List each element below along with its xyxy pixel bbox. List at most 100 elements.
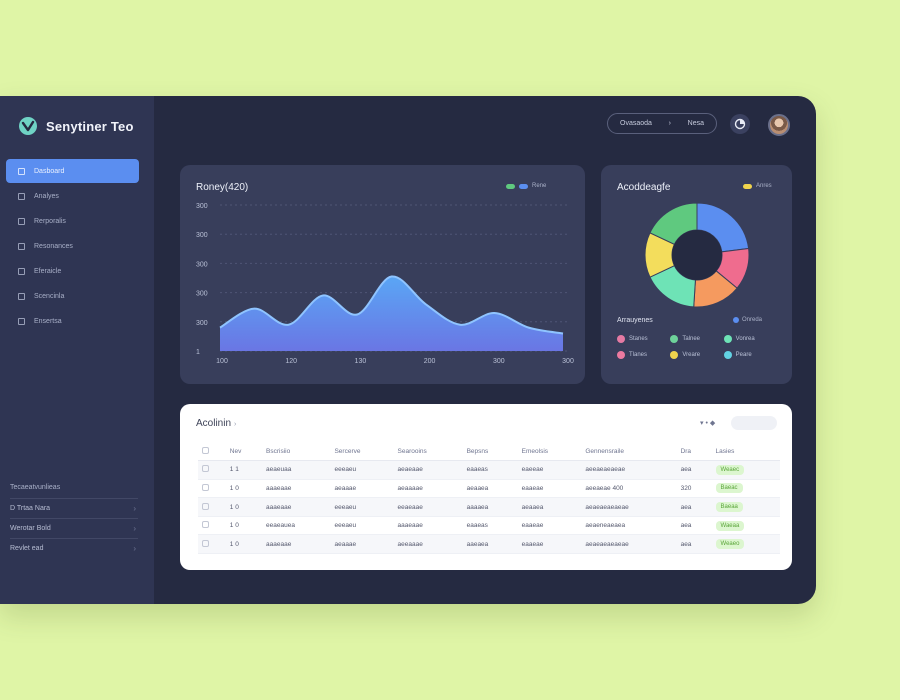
notifications-button[interactable] [730, 114, 750, 134]
table-cell: aaeaea [462, 534, 518, 555]
sidebar-item-dashboard[interactable]: Dasboard [6, 159, 139, 183]
table-cell: Baeaa [711, 497, 780, 517]
checkbox[interactable] [202, 483, 209, 491]
segment-item: Talnee [670, 335, 723, 343]
sidebar-item-label: Analyes [34, 192, 59, 200]
segment-item: Vreare [670, 351, 723, 359]
segment-dot [617, 351, 625, 359]
table-cell: aeeaeaeaeae [581, 460, 677, 480]
area-series-fill [220, 276, 563, 351]
segment-dot [723, 351, 732, 359]
sidebar-footer: Tecaeatvunlieas D Trtaa Nara › Werotar B… [10, 484, 138, 558]
table-row[interactable]: 1 0 aaaeaae aeaaae aeaaaae aeaaea eaaeae aeeae… [198, 479, 780, 499]
table-search-input[interactable] [731, 416, 777, 430]
segment-item: Peare [723, 351, 777, 359]
row-select-cell[interactable] [198, 460, 226, 480]
x-tick-label: 200 [424, 358, 436, 365]
checkbox[interactable] [202, 521, 209, 529]
sidebar-item-documents[interactable]: Ensertsa [6, 309, 139, 333]
table-row[interactable]: 1 0 eeaeauea eeeaeu aaaeaae eaaeas eaaeae aeae… [198, 516, 780, 536]
table-cell: 1 0 [225, 479, 263, 499]
sidebar-footer-label: D Trtaa Nara [10, 505, 51, 512]
table-cell: aaaaea [462, 497, 518, 517]
donut-legend: Anres [743, 183, 772, 189]
sidebar-footer-item[interactable]: Revlet ead › [10, 538, 138, 558]
table-cell: aea [676, 534, 712, 555]
segments-title: Arrauyenes [617, 317, 653, 324]
segments-legend: Stanes Talnee Vonrea Tlanes Vreare Peare [617, 335, 777, 359]
view-switcher[interactable]: Ovasaoda › Nesa [607, 113, 717, 134]
segment-label: Vonrea [735, 336, 755, 342]
table-row[interactable]: 1 0 aaaeaae eeeaeu eeaeaae aaaaea aeaaea aeaea… [198, 497, 780, 517]
segment-label: Stanes [629, 336, 648, 342]
table-cell: 1 0 [225, 534, 263, 555]
table-cell: eaeeae [517, 460, 582, 480]
table-cell: aea [676, 460, 712, 480]
table-cell: aeaaea [462, 479, 518, 499]
checkbox[interactable] [202, 465, 209, 473]
table-cell: 320 [676, 479, 712, 499]
table-title: Acolinin › [196, 418, 236, 429]
chart-title: Roney(420) [196, 182, 249, 193]
table-cell: Waeaa [711, 516, 780, 536]
sidebar-footer-item[interactable]: D Trtaa Nara › [10, 498, 138, 518]
sidebar-item-calendar[interactable]: Eferaicle [6, 259, 139, 283]
table-cell: aea [676, 516, 712, 536]
column-header: Nev [225, 442, 263, 462]
table-cell: aea [676, 497, 712, 517]
segment-dot [617, 335, 625, 343]
status-badge: Weaeo [715, 539, 745, 550]
row-select-cell[interactable] [198, 479, 226, 499]
column-header: Bepsns [462, 442, 518, 462]
table-cell: Baeac [711, 479, 780, 499]
x-tick-label: 300 [562, 358, 574, 365]
table-row[interactable]: 1 1 aeaeuaa eeeaeu aeaeaae eaaeas eaeeae aeeae… [198, 460, 780, 480]
checkbox[interactable] [202, 446, 209, 454]
segment-item: Vonrea [723, 335, 777, 343]
table-body: 1 1 aeaeuaa eeeaeu aeaeaae eaaeas eaeeae aeeae… [198, 460, 780, 555]
donut-chart [644, 202, 750, 308]
table-cell: aeeaaae [393, 534, 463, 555]
table-cell: eeeaeu [330, 460, 394, 480]
table-cell: eaaeas [462, 516, 518, 536]
legend-swatch [743, 183, 752, 189]
status-badge: Baeaa [715, 502, 743, 513]
sidebar-item-label: Dasboard [34, 167, 65, 175]
brand-logo-icon [19, 117, 37, 135]
area-chart: 300 300 300 300 300 1 100 120 130 200 300 300 [196, 203, 574, 365]
brand[interactable]: Senytiner Teo [18, 116, 134, 136]
select-all-header[interactable] [198, 442, 226, 462]
sidebar-item-analytics[interactable]: Analyes [6, 184, 139, 208]
segment-item: Tlanes [617, 351, 670, 359]
view-switcher-left[interactable]: Ovasaoda [620, 120, 652, 127]
sidebar-item-reports[interactable]: Rerporalis [6, 209, 139, 233]
sidebar-footer-item[interactable]: Werotar Bold › [10, 518, 138, 538]
status-badge: Waeaa [715, 520, 745, 531]
sidebar-nav: Dasboard Analyes Rerporalis Resonances E… [6, 159, 139, 334]
segments-badge: Onreda [733, 317, 762, 323]
table-row[interactable]: 1 0 aaaeaae aeaaae aeeaaae aaeaea eaaeae aeaea… [198, 534, 780, 555]
analytics-icon [18, 192, 25, 200]
table-cell: aeaaaae [393, 479, 463, 499]
area-series-line [219, 275, 564, 335]
row-select-cell[interactable] [198, 534, 226, 555]
segment-label: Talnee [682, 336, 701, 342]
y-tick-label: 300 [196, 320, 208, 327]
y-tick-label: 300 [196, 232, 208, 239]
checkbox[interactable] [202, 502, 209, 510]
table-cell: eeeaeu [330, 497, 394, 517]
sidebar-item-label: Rerporalis [34, 217, 66, 225]
avatar[interactable] [768, 114, 790, 136]
chevron-right-icon: › [668, 120, 671, 127]
sidebar-item-resources[interactable]: Resonances [6, 234, 139, 258]
sidebar-item-settings[interactable]: Scencinla [6, 284, 139, 308]
segment-dot [723, 335, 732, 343]
row-select-cell[interactable] [198, 516, 226, 536]
reports-icon [18, 217, 25, 225]
view-switcher-right[interactable]: Nesa [687, 120, 704, 127]
app-window: Senytiner Teo Dasboard Analyes Rerporali… [0, 96, 816, 604]
checkbox[interactable] [202, 539, 209, 547]
y-tick-label: 300 [196, 203, 208, 210]
row-select-cell[interactable] [198, 497, 226, 517]
table-filter[interactable]: ▾ • ◆ [700, 420, 716, 427]
